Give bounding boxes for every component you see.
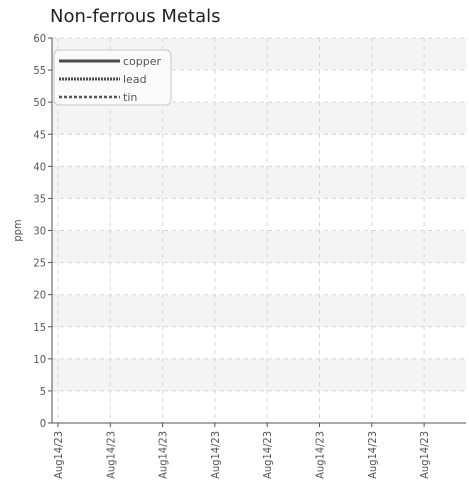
- y-tick-label: 40: [33, 160, 46, 173]
- plot-band: [52, 102, 466, 135]
- x-tick-label: Aug14/23: [418, 431, 431, 479]
- y-tick-label: 50: [33, 96, 46, 109]
- y-tick-label: 0: [40, 417, 46, 430]
- plot-band: [52, 358, 466, 391]
- y-axis-label: ppm: [11, 219, 24, 241]
- y-tick-label: 35: [33, 192, 46, 205]
- y-tick-label: 60: [33, 32, 46, 45]
- y-tick-label: 45: [33, 128, 46, 141]
- legend-box: [53, 49, 172, 106]
- x-tick-label: Aug14/23: [104, 431, 117, 479]
- y-tick-label: 20: [33, 289, 46, 302]
- x-tick-label: Aug14/23: [314, 431, 327, 479]
- x-tick-label: Aug14/23: [366, 431, 379, 479]
- y-tick-labels: 0 5 10 15 20 25 30 35 40 45 50 55 60: [33, 32, 46, 430]
- y-tick-label: 30: [33, 225, 46, 238]
- plot-band: [52, 166, 466, 199]
- plot-band: [52, 230, 466, 263]
- y-tick-label: 25: [33, 257, 46, 270]
- plot-grid: [52, 37, 466, 424]
- y-tick-label: 55: [33, 64, 46, 77]
- x-tick-label: Aug14/23: [157, 431, 170, 479]
- chart-title: Non-ferrous Metals: [50, 6, 221, 27]
- legend-label-tin: tin: [123, 91, 137, 104]
- y-tick-label: 5: [40, 385, 46, 398]
- y-tick-label: 10: [33, 353, 46, 366]
- legend: copper lead tin: [53, 49, 172, 106]
- y-tick-label: 15: [33, 321, 46, 334]
- plot-axes: [48, 37, 466, 427]
- legend-label-lead: lead: [123, 73, 147, 86]
- plot-band: [52, 294, 466, 327]
- x-tick-label: Aug14/23: [52, 431, 65, 479]
- legend-label-copper: copper: [123, 55, 162, 68]
- x-tick-label: Aug14/23: [209, 431, 222, 479]
- x-tick-label: Aug14/23: [261, 431, 274, 479]
- x-tick-labels: Aug14/23 Aug14/23 Aug14/23 Aug14/23 Aug14/23…: [52, 431, 431, 479]
